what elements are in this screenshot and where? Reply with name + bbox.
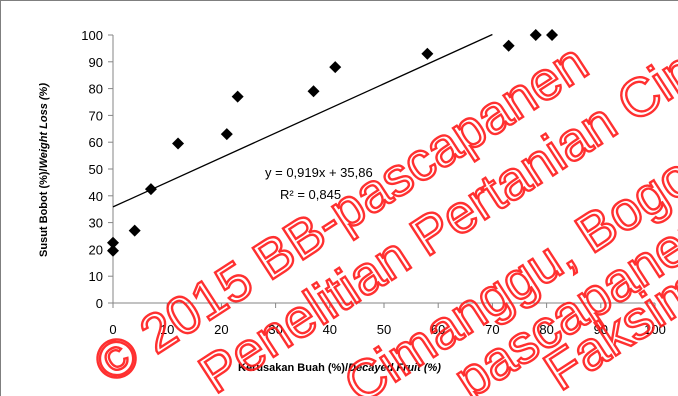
y-tick-label: 60: [89, 135, 103, 150]
x-tick-label: 60: [431, 322, 445, 337]
y-tick-label: 80: [89, 82, 103, 97]
y-axis-title: Susut Bobot (%)/Weight Loss (%): [38, 83, 50, 257]
data-point: [172, 137, 185, 150]
y-axis-title-italic: Weight Loss (%): [38, 83, 50, 169]
data-point: [128, 224, 141, 237]
x-tick-label: 10: [160, 322, 174, 337]
trendline: [112, 33, 493, 208]
data-points: [107, 29, 559, 257]
x-tick-label: 20: [214, 322, 228, 337]
data-point: [107, 236, 119, 249]
copyright-watermark: © 2015 BB-pascapanen Penelitian Pertania…: [83, 0, 678, 396]
x-tick-label: 90: [594, 322, 608, 337]
trendline-group: [112, 33, 493, 208]
data-point: [107, 244, 119, 257]
data-point: [546, 29, 559, 41]
x-axis-title: Kerusakan Buah (%)/Decayed Fruit (%): [238, 362, 441, 374]
y-tick-label: 20: [89, 242, 103, 257]
data-point: [307, 85, 320, 98]
y-tick-label: 10: [89, 269, 103, 284]
x-tick-label: 50: [377, 322, 391, 337]
data-point: [231, 90, 244, 103]
y-tick-label: 0: [96, 296, 103, 311]
tick-labels: 0 10 20 30 40 50 60 70 80 90 100 0 10 20 30 40 50 60 70 80 9…: [81, 28, 666, 337]
x-axis-title-main: Kerusakan Buah (%)/: [238, 362, 348, 374]
y-tick-label: 70: [89, 108, 103, 123]
data-point: [529, 29, 542, 41]
y-tick-label: 90: [89, 55, 103, 70]
data-point: [144, 183, 157, 196]
x-tick-label: 0: [109, 322, 116, 337]
data-point: [220, 128, 233, 141]
x-tick-label: 80: [539, 322, 553, 337]
x-tick-label: 40: [323, 322, 337, 337]
y-tick-label: 30: [89, 216, 103, 231]
x-tick-label: 70: [485, 322, 499, 337]
data-point: [329, 61, 342, 74]
x-axis-title-italic: Decayed Fruit (%): [348, 362, 441, 374]
y-axis-title-main: Susut Bobot (%)/: [38, 168, 50, 257]
y-tick-label: 40: [89, 189, 103, 204]
y-tick-label: 100: [81, 28, 103, 43]
data-point: [502, 39, 515, 52]
trendline-equation: y = 0,919x + 35,86: [265, 165, 373, 180]
r-squared-label: R² = 0,845: [280, 187, 341, 202]
data-point: [421, 47, 434, 60]
x-tick-label: 30: [268, 322, 282, 337]
x-tick-label: 100: [644, 322, 666, 337]
y-tick-label: 50: [89, 162, 103, 177]
